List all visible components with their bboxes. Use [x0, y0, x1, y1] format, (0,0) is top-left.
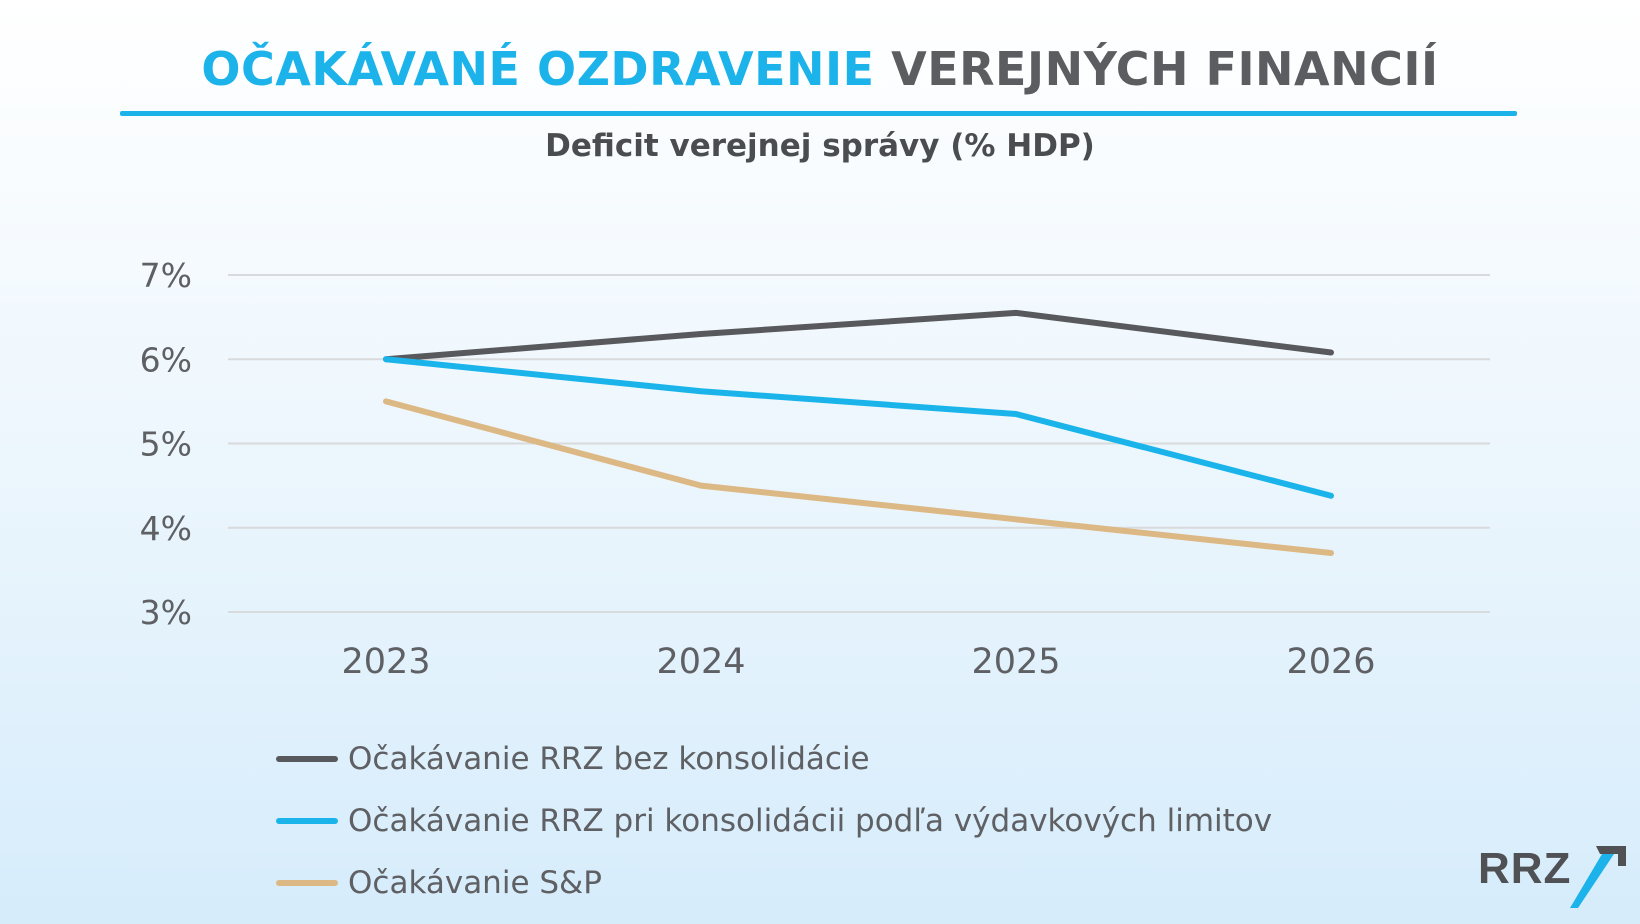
series-lines [383, 309, 1334, 557]
y-tick-label: 5% [140, 425, 192, 464]
legend-label: Očakávanie RRZ pri konsolidácii podľa vý… [348, 803, 1273, 839]
x-axis-ticks: 2023 2024 2025 2026 [341, 642, 1375, 682]
grid-lines [228, 274, 1490, 613]
page-title: OČAKÁVANÉ OZDRAVENIE VEREJNÝCH FINANCIÍ [0, 42, 1640, 96]
x-tick-label: 2023 [341, 642, 430, 682]
legend-label: Očakávanie RRZ bez konsolidácie [348, 741, 870, 777]
legend-item-rrz-pri: Očakávanie RRZ pri konsolidácii podľa vý… [276, 790, 1272, 852]
y-tick-label: 4% [140, 509, 192, 548]
title-highlight: OČAKÁVANÉ OZDRAVENIE [201, 42, 875, 96]
logo-text: RRZ [1478, 844, 1572, 893]
title-divider [120, 111, 1517, 116]
y-tick-label: 6% [140, 340, 192, 379]
legend-swatch [276, 756, 338, 762]
rrz-slash-icon [1570, 846, 1626, 908]
y-tick-label: 3% [140, 593, 192, 632]
series-line-3 [383, 398, 1334, 557]
y-tick-label: 7% [140, 256, 192, 295]
series-line-2 [383, 356, 1334, 499]
legend-swatch [276, 818, 338, 824]
x-tick-label: 2026 [1286, 642, 1375, 682]
x-tick-label: 2025 [971, 642, 1060, 682]
title-rest: VEREJNÝCH FINANCIÍ [891, 42, 1439, 96]
legend-swatch [276, 880, 338, 886]
legend-label: Očakávanie S&P [348, 865, 602, 901]
rrz-logo: RRZ [1478, 840, 1628, 910]
legend-item-sp: Očakávanie S&P [276, 852, 1272, 914]
y-axis-ticks: 7% 6% 5% 4% 3% [140, 256, 192, 632]
legend: Očakávanie RRZ bez konsolidácie Očakávan… [276, 728, 1272, 914]
legend-item-rrz-bez: Očakávanie RRZ bez konsolidácie [276, 728, 1272, 790]
series-line-1 [383, 309, 1334, 363]
x-tick-label: 2024 [656, 642, 745, 682]
chart-title: Deficit verejnej správy (% HDP) [545, 128, 1095, 164]
